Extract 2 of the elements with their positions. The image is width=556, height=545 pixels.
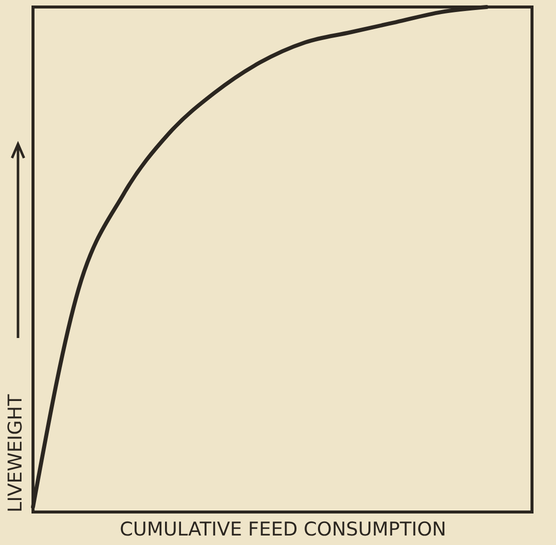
- x-axis-title: CUMULATIVE FEED CONSUMPTION: [120, 518, 446, 540]
- y-axis-title: LIVEWEIGHT: [4, 394, 26, 512]
